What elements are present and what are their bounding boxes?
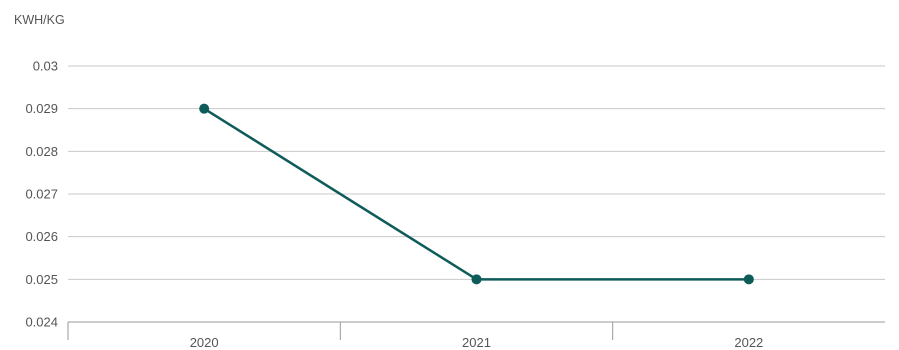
y-tick-label: 0.029 <box>25 101 58 116</box>
y-tick-label: 0.028 <box>25 144 58 159</box>
x-tick-label: 2021 <box>462 335 491 350</box>
data-point <box>471 274 482 285</box>
x-axis: 2020 2021 2022 <box>67 321 885 350</box>
y-axis-tick-labels: 0.024 0.025 0.026 0.027 0.028 0.029 0.03 <box>25 59 58 330</box>
y-tick-label: 0.03 <box>33 59 58 74</box>
y-tick-label: 0.025 <box>25 272 58 287</box>
y-axis-unit-label: KWH/KG <box>14 13 65 27</box>
data-point <box>199 103 210 114</box>
y-tick-label: 0.027 <box>25 187 58 202</box>
gridlines <box>68 65 885 280</box>
x-tick-label: 2020 <box>190 335 219 350</box>
y-tick-label: 0.024 <box>25 315 58 330</box>
data-point <box>743 274 754 285</box>
x-tick-label: 2022 <box>734 335 763 350</box>
y-tick-label: 0.026 <box>25 229 58 244</box>
data-points <box>199 103 754 285</box>
